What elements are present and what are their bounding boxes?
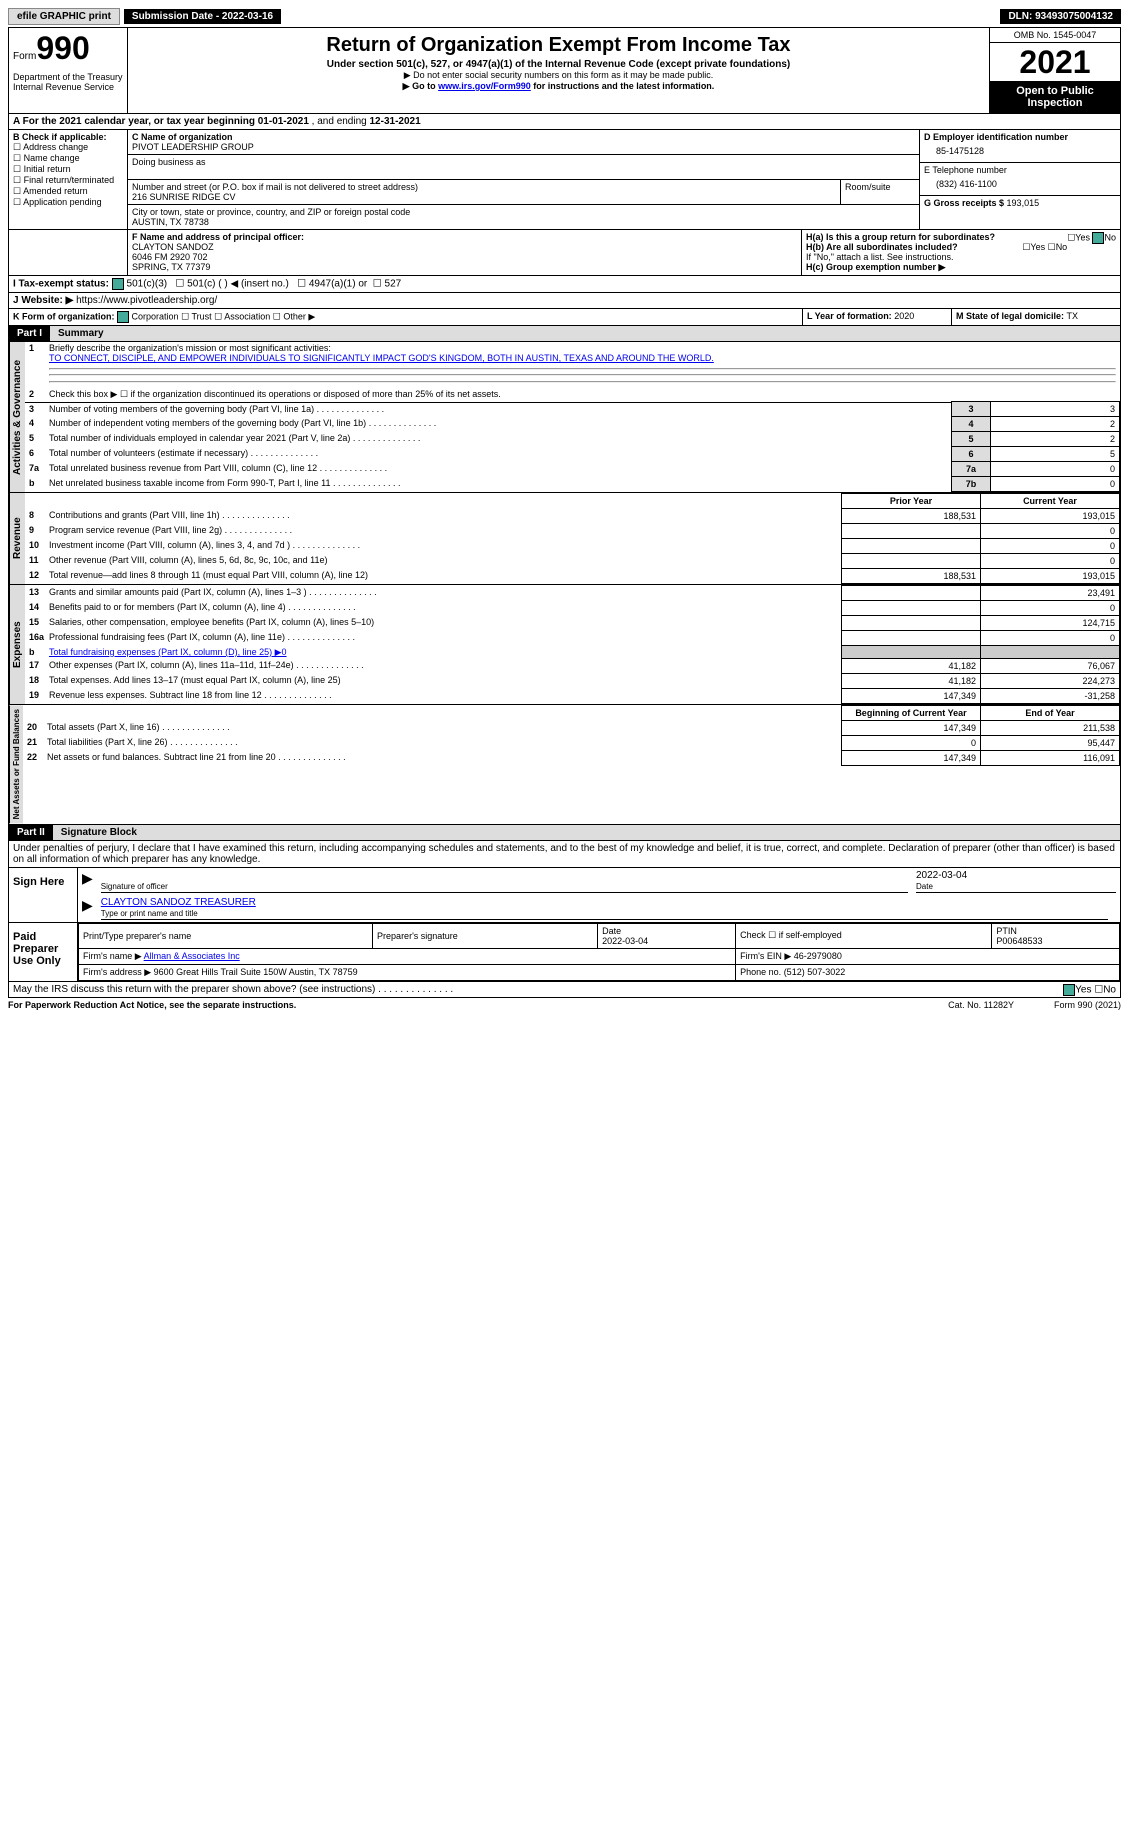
street-label: Number and street (or P.O. box if mail i… <box>132 182 836 192</box>
note-ssn: ▶ Do not enter social security numbers o… <box>132 70 985 81</box>
c-name-label: C Name of organization <box>132 132 915 142</box>
public-inspection: Open to Public Inspection <box>990 81 1120 113</box>
city-label: City or town, state or province, country… <box>132 207 915 217</box>
sign-here-section: Sign Here ▶Signature of officer2022-03-0… <box>8 868 1121 923</box>
b-opt: ☐ Initial return <box>13 164 123 175</box>
org-name: PIVOT LEADERSHIP GROUP <box>132 142 915 152</box>
website: https://www.pivotleadership.org/ <box>76 295 217 306</box>
footer: For Paperwork Reduction Act Notice, see … <box>8 998 1121 1012</box>
section-klm: K Form of organization: Corporation ☐ Tr… <box>8 309 1121 326</box>
note-link: ▶ Go to www.irs.gov/Form990 for instruct… <box>132 81 985 92</box>
activities-section: Activities & Governance 1Briefly describ… <box>8 342 1121 493</box>
officer-addr2: SPRING, TX 77379 <box>132 262 797 272</box>
page-title: Return of Organization Exempt From Incom… <box>132 34 985 57</box>
part1-header: Part ISummary <box>8 326 1121 342</box>
activities-tab: Activities & Governance <box>9 342 25 492</box>
room-label: Room/suite <box>841 180 919 204</box>
form-label: Form <box>13 51 36 62</box>
501c3-checkbox[interactable] <box>112 278 124 290</box>
e-label: E Telephone number <box>924 165 1116 175</box>
net-tab: Net Assets or Fund Balances <box>9 705 23 823</box>
corp-checkbox[interactable] <box>117 311 129 323</box>
b-label: B Check if applicable: <box>13 132 123 142</box>
b-opt: ☐ Address change <box>13 142 123 153</box>
officer-addr1: 6046 FM 2920 702 <box>132 252 797 262</box>
dba-label: Doing business as <box>132 157 915 167</box>
paid-preparer-label: Paid Preparer Use Only <box>9 923 77 981</box>
subtitle: Under section 501(c), 527, or 4947(a)(1)… <box>132 59 985 70</box>
city: AUSTIN, TX 78738 <box>132 217 915 227</box>
summary-table: 3Number of voting members of the governi… <box>25 401 1120 492</box>
revenue-table: Prior YearCurrent Year 8Contributions an… <box>25 493 1120 584</box>
preparer-table: Print/Type preparer's namePreparer's sig… <box>78 923 1120 981</box>
section-j: J Website: ▶ https://www.pivotleadership… <box>8 293 1121 309</box>
discuss-row: May the IRS discuss this return with the… <box>8 982 1121 998</box>
hb-note: If "No," attach a list. See instructions… <box>806 252 1116 262</box>
g-label: G Gross receipts $ <box>924 198 1007 208</box>
revenue-tab: Revenue <box>9 493 25 584</box>
section-fh: F Name and address of principal officer:… <box>8 230 1121 276</box>
expenses-tab: Expenses <box>9 585 25 704</box>
dept-label: Department of the Treasury Internal Reve… <box>13 72 123 92</box>
b-opt: ☐ Name change <box>13 153 123 164</box>
declaration: Under penalties of perjury, I declare th… <box>8 841 1121 868</box>
b-opt: ☐ Application pending <box>13 197 123 208</box>
expenses-table: 13Grants and similar amounts paid (Part … <box>25 585 1120 704</box>
f-label: F Name and address of principal officer: <box>132 232 797 242</box>
net-table: Beginning of Current YearEnd of Year 20T… <box>23 705 1120 766</box>
discuss-yes-checkbox[interactable] <box>1063 984 1075 996</box>
submission-date-label: Submission Date - 2022-03-16 <box>124 9 281 24</box>
sign-here-label: Sign Here <box>9 868 77 922</box>
no-checkbox[interactable] <box>1092 232 1104 244</box>
part2-header: Part IISignature Block <box>8 825 1121 841</box>
paid-preparer-section: Paid Preparer Use Only Print/Type prepar… <box>8 923 1121 982</box>
form-number: 990 <box>36 30 89 66</box>
phone: (832) 416-1100 <box>924 175 1116 193</box>
net-section: Net Assets or Fund Balances Beginning of… <box>8 705 1121 824</box>
top-bar: efile GRAPHIC print Submission Date - 20… <box>8 8 1121 25</box>
dln-label: DLN: 93493075004132 <box>1000 9 1121 24</box>
b-opt: ☐ Final return/terminated <box>13 175 123 186</box>
period-row: A For the 2021 calendar year, or tax yea… <box>8 114 1121 130</box>
gross-receipts: 193,015 <box>1007 198 1040 208</box>
tax-year: 2021 <box>990 43 1120 81</box>
hc-label: H(c) Group exemption number ▶ <box>806 262 1116 273</box>
ha-label: H(a) Is this a group return for subordin… <box>806 232 1116 242</box>
revenue-section: Revenue Prior YearCurrent Year 8Contribu… <box>8 493 1121 585</box>
section-bcdefg: B Check if applicable: ☐ Address change … <box>8 130 1121 230</box>
officer-name: CLAYTON SANDOZ <box>132 242 797 252</box>
b-opt: ☐ Amended return <box>13 186 123 197</box>
expenses-section: Expenses 13Grants and similar amounts pa… <box>8 585 1121 705</box>
mission-text: TO CONNECT, DISCIPLE, AND EMPOWER INDIVI… <box>49 353 714 363</box>
ein: 85-1475128 <box>924 142 1116 160</box>
street: 216 SUNRISE RIDGE CV <box>132 192 836 202</box>
form-header: Form990 Department of the Treasury Inter… <box>8 27 1121 114</box>
d-label: D Employer identification number <box>924 132 1116 142</box>
omb-number: OMB No. 1545-0047 <box>990 28 1120 43</box>
section-i: I Tax-exempt status: 501(c)(3) ☐ 501(c) … <box>8 276 1121 293</box>
irs-link[interactable]: www.irs.gov/Form990 <box>438 81 531 91</box>
efile-print-button[interactable]: efile GRAPHIC print <box>8 8 120 25</box>
